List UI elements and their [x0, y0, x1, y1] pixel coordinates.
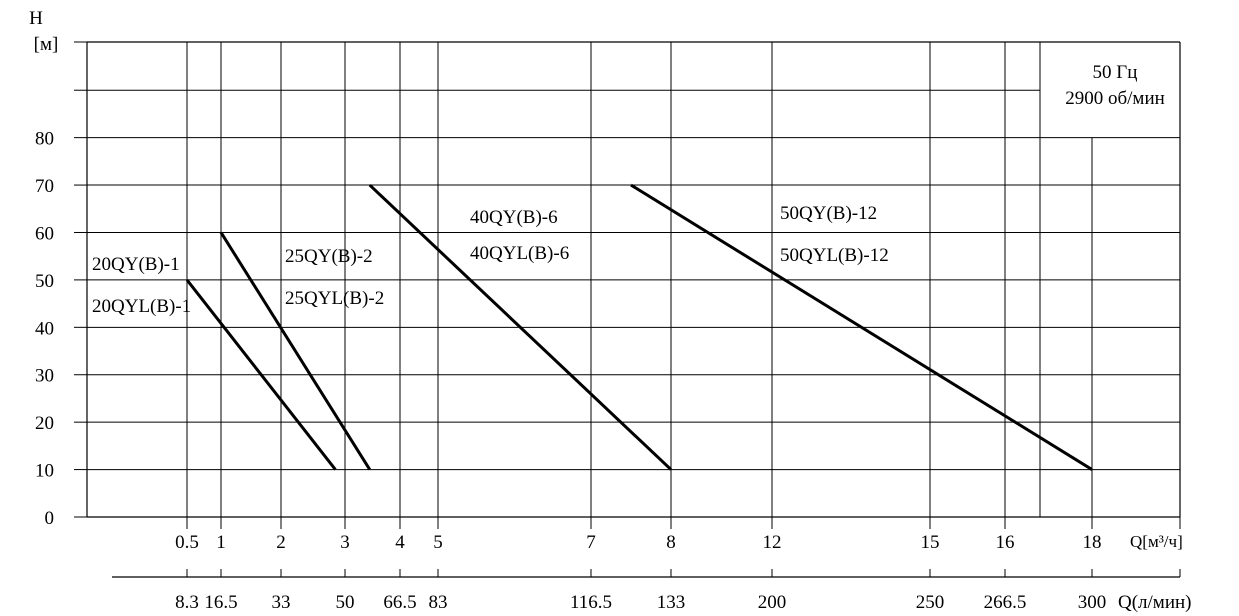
x2-tick-label: 133	[657, 592, 686, 613]
x2-tick-label: 8.3	[175, 592, 199, 613]
y-tick-label: 20	[35, 413, 54, 434]
frequency-label: 50 Гц	[1092, 62, 1138, 83]
x2-tick-label: 266.5	[984, 592, 1027, 613]
x2-tick-label: 200	[758, 592, 787, 613]
x-tick-label: 18	[1083, 532, 1102, 553]
series-line	[630, 183, 1093, 471]
x-tick-label: 7	[586, 532, 596, 553]
y-tick-label: 40	[35, 318, 54, 339]
speed-label: 2900 об/мин	[1065, 88, 1165, 109]
series-label: 20QYL(B)-1	[92, 296, 191, 317]
y-tick-label: 70	[35, 176, 54, 197]
x-tick-label: 16	[996, 532, 1015, 553]
series-label: 25QY(B)-2	[285, 246, 373, 267]
series-label: 25QYL(B)-2	[285, 288, 384, 309]
x-tick-label: 15	[921, 532, 940, 553]
series-label: 50QY(B)-12	[780, 203, 877, 224]
x2-tick-label: 33	[272, 592, 291, 613]
x2-tick-label: 300	[1078, 592, 1107, 613]
x-tick-label: 0.5	[175, 532, 199, 553]
x2-axis-label: Q(л/мин)	[1118, 592, 1192, 613]
x-tick-label: 5	[433, 532, 443, 553]
x2-tick-label: 50	[336, 592, 355, 613]
y-tick-label: 0	[45, 508, 55, 529]
x-tick-label: 1	[216, 532, 226, 553]
y-tick-label: 10	[35, 461, 54, 482]
series-label: 40QYL(B)-6	[470, 243, 569, 264]
operating-conditions-note: 50 Гц 2900 об/мин	[1040, 60, 1190, 112]
y-tick-label: 50	[35, 271, 54, 292]
x2-tick-label: 16.5	[204, 592, 237, 613]
x-tick-label: 3	[340, 532, 350, 553]
x2-tick-label: 116.5	[570, 592, 612, 613]
x-tick-label: 8	[666, 532, 676, 553]
x2-tick-label: 83	[429, 592, 448, 613]
series-label: 40QY(B)-6	[470, 207, 558, 228]
y-axis-symbol: H	[29, 8, 43, 29]
x-tick-label: 4	[395, 532, 405, 553]
series-label: 20QY(B)-1	[92, 254, 180, 275]
x2-tick-label: 66.5	[383, 592, 416, 613]
series-line	[185, 278, 337, 471]
x-tick-label: 12	[763, 532, 782, 553]
series-label: 50QYL(B)-12	[780, 245, 889, 266]
x-axis-label: Q[м³/ч]	[1130, 532, 1183, 551]
y-axis-unit: [м]	[34, 34, 59, 55]
series-line	[219, 231, 372, 471]
series-line	[368, 183, 673, 471]
y-tick-label: 60	[35, 223, 54, 244]
y-tick-label: 80	[35, 129, 54, 150]
x2-tick-label: 250	[916, 592, 945, 613]
x-tick-label: 2	[276, 532, 286, 553]
y-tick-label: 30	[35, 366, 54, 387]
